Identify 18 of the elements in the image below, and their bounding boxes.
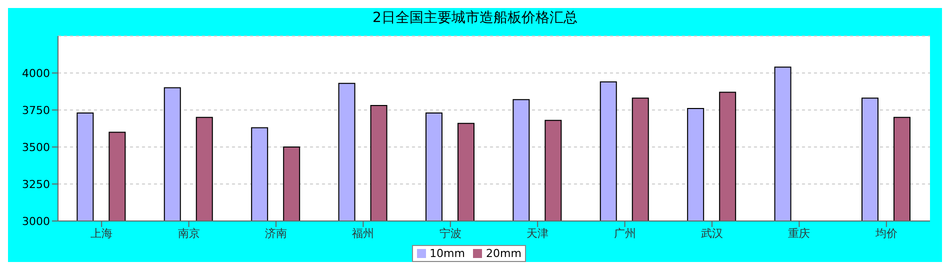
x-tick-label: 福州 [352,226,374,240]
x-tick-label: 广州 [614,226,636,240]
x-tick-label: 武汉 [701,226,723,240]
x-tick-label: 上海 [90,226,113,240]
x-tick-label: 济南 [265,226,287,240]
x-tick-label: 天津 [526,226,549,240]
x-tick-label: 宁波 [439,226,462,240]
x-tick-label: 重庆 [788,226,810,240]
y-tick-label: 3250 [22,178,50,191]
y-tick-label: 3750 [22,104,50,117]
legend-label: 20mm [485,247,522,260]
legend-label: 10mm [428,247,465,260]
y-tick-label: 3500 [22,140,50,154]
x-tick-label: 南京 [178,226,200,240]
chart-title: 2日全国主要城市造船板价格汇总 [372,9,578,28]
y-tick-label: 3000 [22,214,50,228]
x-tick-label: 均价 [874,226,898,240]
y-tick-label: 4000 [22,66,50,80]
